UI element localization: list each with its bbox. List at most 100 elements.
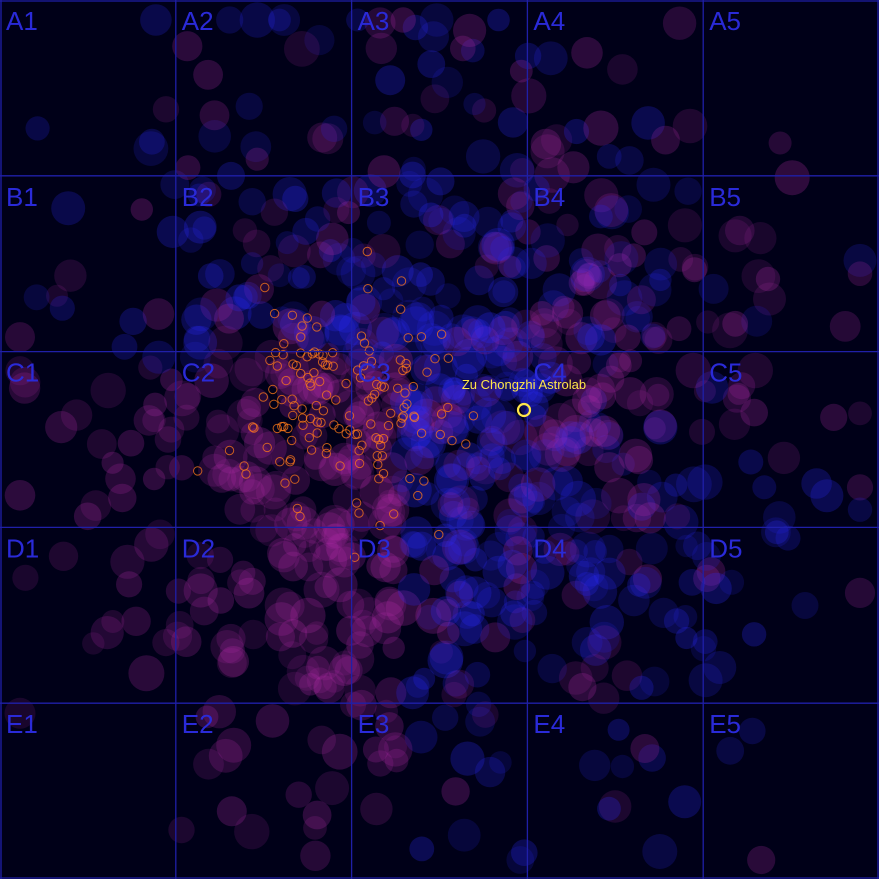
sector-label-b2[interactable]: B2: [182, 182, 214, 212]
sector-label-d2[interactable]: D2: [182, 533, 215, 563]
contact-marker-icon[interactable]: [351, 498, 362, 508]
sector-label-a1[interactable]: A1: [6, 6, 38, 36]
target-ring-icon[interactable]: [516, 402, 532, 418]
contact-marker-icon[interactable]: [374, 474, 384, 484]
contact-marker-icon[interactable]: [434, 529, 444, 540]
contact-marker-icon[interactable]: [376, 440, 386, 451]
contact-marker-icon[interactable]: [303, 372, 313, 383]
contact-marker-icon[interactable]: [193, 466, 203, 476]
contact-marker-icon[interactable]: [344, 411, 355, 421]
contact-marker-icon[interactable]: [298, 420, 308, 430]
sector-label-c1[interactable]: C1: [6, 358, 39, 388]
contact-marker-icon[interactable]: [422, 367, 432, 377]
contact-marker-icon[interactable]: [258, 392, 268, 402]
contact-marker-icon[interactable]: [305, 378, 315, 388]
contact-marker-icon[interactable]: [405, 473, 415, 484]
contact-marker-icon[interactable]: [305, 413, 316, 424]
contact-marker-icon[interactable]: [295, 348, 306, 358]
contact-marker-icon[interactable]: [304, 432, 314, 443]
contact-marker-icon[interactable]: [375, 520, 385, 531]
contact-marker-icon[interactable]: [430, 354, 440, 364]
contact-marker-icon[interactable]: [269, 308, 280, 319]
contact-marker-icon[interactable]: [280, 478, 290, 488]
contact-marker-icon[interactable]: [356, 331, 367, 341]
contact-marker-icon[interactable]: [296, 368, 306, 379]
contact-marker-icon[interactable]: [397, 413, 407, 423]
contact-marker-icon[interactable]: [416, 332, 427, 342]
contact-marker-icon[interactable]: [403, 333, 413, 343]
contact-marker-icon[interactable]: [358, 361, 369, 371]
sector-label-c3[interactable]: C3: [358, 358, 391, 388]
contact-marker-icon[interactable]: [275, 457, 285, 467]
target-marker[interactable]: Zu Chongzhi Astrolab: [462, 377, 586, 418]
contact-marker-icon[interactable]: [398, 411, 408, 421]
contact-marker-icon[interactable]: [260, 282, 270, 293]
contact-marker-icon[interactable]: [386, 408, 396, 418]
contact-marker-icon[interactable]: [269, 399, 279, 409]
contact-marker-icon[interactable]: [290, 474, 300, 484]
contact-marker-icon[interactable]: [335, 461, 345, 471]
contact-marker-icon[interactable]: [262, 442, 272, 453]
sector-label-b1[interactable]: B1: [6, 182, 38, 212]
contact-marker-icon[interactable]: [378, 468, 389, 479]
contact-marker-icon[interactable]: [409, 411, 419, 421]
contact-marker-icon[interactable]: [363, 284, 373, 294]
sector-label-a4[interactable]: A4: [533, 6, 565, 36]
contact-marker-icon[interactable]: [249, 423, 259, 433]
contact-marker-icon[interactable]: [314, 349, 324, 359]
contact-marker-icon[interactable]: [393, 383, 403, 393]
contact-marker-icon[interactable]: [288, 410, 298, 421]
contact-marker-icon[interactable]: [374, 434, 384, 445]
contact-marker-icon[interactable]: [366, 419, 376, 429]
contact-marker-icon[interactable]: [401, 363, 412, 373]
contact-marker-icon[interactable]: [323, 360, 333, 370]
contact-marker-icon[interactable]: [312, 322, 322, 332]
sector-label-e1[interactable]: E1: [6, 709, 38, 739]
contact-marker-icon[interactable]: [265, 355, 275, 366]
contact-marker-icon[interactable]: [328, 361, 338, 371]
contact-marker-icon[interactable]: [436, 329, 447, 339]
contact-marker-icon[interactable]: [327, 348, 338, 358]
contact-marker-icon[interactable]: [297, 404, 307, 414]
contact-marker-icon[interactable]: [367, 393, 377, 403]
contact-marker-icon[interactable]: [322, 443, 332, 453]
contact-marker-icon[interactable]: [345, 425, 355, 435]
contact-marker-icon[interactable]: [341, 378, 351, 389]
contact-marker-icon[interactable]: [443, 402, 453, 413]
contact-marker-icon[interactable]: [413, 490, 423, 501]
contact-marker-icon[interactable]: [435, 429, 445, 440]
contact-marker-icon[interactable]: [279, 339, 289, 349]
sector-label-a2[interactable]: A2: [182, 6, 214, 36]
contact-marker-icon[interactable]: [372, 379, 382, 390]
contact-marker-icon[interactable]: [279, 421, 289, 432]
contact-marker-icon[interactable]: [331, 395, 341, 405]
contact-marker-icon[interactable]: [288, 359, 298, 369]
contact-marker-icon[interactable]: [287, 310, 298, 320]
contact-marker-icon[interactable]: [318, 406, 329, 416]
contact-marker-icon[interactable]: [317, 357, 328, 367]
contact-marker-icon[interactable]: [352, 429, 363, 439]
contact-marker-icon[interactable]: [285, 455, 296, 465]
contact-marker-icon[interactable]: [461, 439, 471, 449]
contact-marker-icon[interactable]: [309, 368, 319, 378]
contact-marker-icon[interactable]: [400, 388, 410, 398]
contact-marker-icon[interactable]: [363, 396, 374, 406]
sector-label-b4[interactable]: B4: [533, 182, 565, 212]
contact-marker-icon[interactable]: [316, 417, 326, 428]
contact-marker-icon[interactable]: [281, 375, 291, 386]
contact-marker-icon[interactable]: [371, 433, 381, 443]
contact-marker-icon[interactable]: [321, 448, 331, 459]
contact-marker-icon[interactable]: [297, 321, 307, 331]
sector-label-e5[interactable]: E5: [709, 709, 741, 739]
sector-label-d5[interactable]: D5: [709, 533, 742, 563]
contact-marker-icon[interactable]: [296, 332, 306, 342]
sector-label-a3[interactable]: A3: [358, 6, 390, 36]
contact-marker-icon[interactable]: [350, 552, 360, 562]
contact-marker-icon[interactable]: [468, 411, 479, 421]
contact-marker-icon[interactable]: [287, 435, 297, 446]
sector-label-e2[interactable]: E2: [182, 709, 214, 739]
sector-label-a5[interactable]: A5: [709, 6, 741, 36]
sector-label-c5[interactable]: C5: [709, 358, 742, 388]
contact-marker-icon[interactable]: [247, 422, 258, 432]
